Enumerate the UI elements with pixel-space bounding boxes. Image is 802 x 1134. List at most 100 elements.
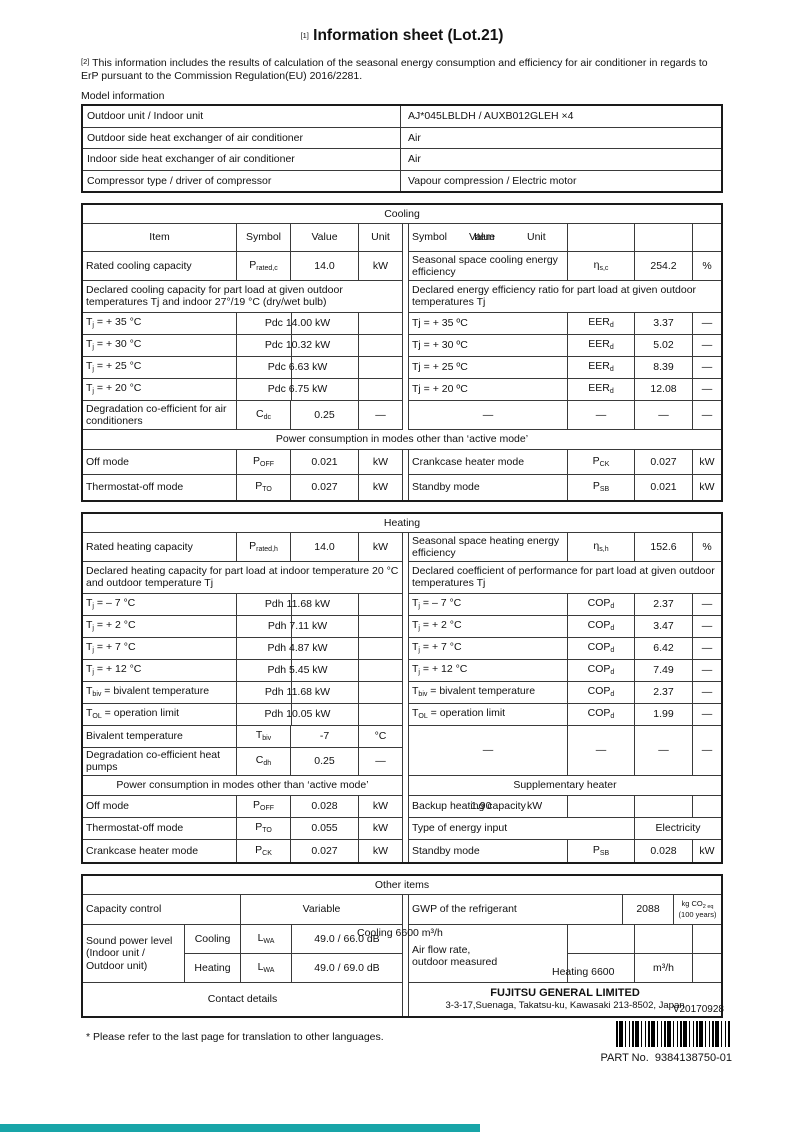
sheet-content: [1] Information sheet (Lot.21) [2] This …: [81, 0, 723, 1018]
sound-row: Heating LWA 49.0 / 69.0 dB: [185, 953, 403, 983]
section-title-row: Other items: [83, 876, 721, 895]
sound-row: Cooling LWA 49.0 / 66.0 dB: [185, 924, 403, 954]
symbol-cell: ηs,h: [568, 532, 635, 562]
value-cell: -7: [291, 725, 359, 748]
mode-label: Thermostat-off mode: [83, 817, 237, 840]
value-cell: 3.37: [635, 312, 693, 335]
air-flow-stack: m³/h: [568, 924, 721, 983]
power-modes-banner: Power consumption in modes other than ‘a…: [83, 430, 721, 450]
part-load-row: Tj = + 2 °C Pdh 7.11 kW Tj = + 2 °C COPd…: [83, 615, 721, 638]
overlay-value: Value: [469, 231, 496, 244]
value-cell: 254.2: [635, 251, 693, 281]
energy-input-value: Electricity: [635, 818, 721, 840]
capacity-cell: Pdh 4.87 kW: [237, 637, 359, 660]
tj-label: Tj = + 20 °C: [83, 378, 237, 401]
barcode: [616, 1021, 730, 1047]
value-cell: 0.021: [635, 474, 693, 500]
symbol-cell: COPd: [568, 593, 635, 616]
value-cell: 12.08: [635, 378, 693, 401]
empty-unit-cell: [359, 593, 403, 616]
empty-cell: [568, 924, 635, 954]
symbol-cell: POFF: [237, 449, 291, 475]
empty-unit-cell: [359, 703, 403, 726]
cell-divider: [291, 637, 292, 659]
dash-cell: —: [635, 400, 693, 430]
symbol-cell: PSB: [568, 839, 635, 862]
dash-cell: —: [568, 725, 635, 776]
symbol-cell: Cdh: [237, 747, 291, 776]
header-unit: Unit: [359, 223, 403, 252]
unit-cell: kW: [359, 839, 403, 862]
cell-divider: [291, 334, 292, 356]
capacity-cell: Pdc 6.75 kW: [237, 378, 359, 401]
part-load-row: Tbiv = bivalent temperature Pdh 11.68 kW…: [83, 681, 721, 704]
symbol-cell: PTO: [237, 474, 291, 500]
heating-section-title: Heating: [83, 514, 721, 533]
empty-cell: [635, 924, 693, 954]
tj-label: Tj = + 20 ºC: [408, 378, 568, 401]
symbol-cell: COPd: [568, 703, 635, 726]
cell-divider: [291, 356, 292, 378]
tbiv-label: Tbiv = bivalent temperature: [408, 681, 568, 704]
value-cell: 7.49: [635, 659, 693, 682]
overlay-unit: Unit: [527, 231, 546, 244]
value-cell: 1.99: [635, 703, 693, 726]
table-row: Outdoor unit / Indoor unit AJ*045LBLDH /…: [83, 106, 721, 127]
cell-divider: [291, 615, 292, 637]
tj-label: Tj = + 30 °C: [83, 334, 237, 357]
unit-cell: kW: [359, 532, 403, 562]
unit-cell: kW: [359, 449, 403, 475]
value-cell: 14.0: [291, 251, 359, 281]
sound-power-label: Sound power level (Indoor unit / Outdoor…: [83, 924, 185, 983]
power-row: Thermostat-off mode PTO 0.055 kW Type of…: [83, 817, 721, 840]
rated-label: Rated cooling capacity: [83, 251, 237, 281]
compound-row: Sound power level (Indoor unit / Outdoor…: [83, 924, 721, 983]
capacity-cell: Pdh 11.68 kW: [237, 593, 359, 616]
empty-cell: [693, 925, 721, 954]
value-cell: 152.6: [635, 532, 693, 562]
seasonal-label: Seasonal space heating energy efficiency: [408, 532, 568, 562]
value-cell: 2.37: [635, 681, 693, 704]
page-title: [1] Information sheet (Lot.21): [81, 27, 723, 45]
header-row: Item Symbol Value Unit Symbol Value Item…: [83, 223, 721, 252]
symbol-cell: PCK: [237, 839, 291, 862]
tj-label: Tj = + 12 °C: [83, 659, 237, 682]
tj-label: Tj = – 7 °C: [408, 593, 568, 616]
unit-cell: —: [693, 313, 721, 335]
tj-label: Tj = + 25 ºC: [408, 356, 568, 379]
part-load-row: Tj = + 7 °C Pdh 4.87 kW Tj = + 7 °C COPd…: [83, 637, 721, 660]
mode-label: Crankcase heater mode: [408, 449, 568, 475]
model-info-name: Indoor side heat exchanger of air condit…: [83, 149, 401, 170]
value-cell: 0.027: [635, 449, 693, 475]
intro-text: This information includes the results of…: [81, 57, 708, 82]
symbol-cell: PSB: [568, 474, 635, 500]
power-row: Off mode POFF 0.028 kW Backup heating ca…: [83, 795, 721, 818]
unit-cell: kW: [359, 474, 403, 500]
gwp-label: GWP of the refrigerant: [408, 894, 623, 925]
unit-cell: —: [693, 357, 721, 379]
empty-cell: [693, 954, 721, 983]
symbol-cell: EERd: [568, 356, 635, 379]
banner-row: Power consumption in modes other than ‘a…: [83, 430, 721, 450]
heating-airflow-unit: m³/h: [635, 953, 693, 983]
model-info-value: Vapour compression / Electric motor: [408, 174, 577, 187]
unit-cell: —: [693, 594, 721, 616]
capacity-cell: Pdc 14.00 kW: [237, 312, 359, 335]
tj-label: Tj = + 35 °C: [83, 312, 237, 335]
empty-unit-cell: [359, 615, 403, 638]
value-cell: 14.0: [291, 532, 359, 562]
capacity-cell: Pdh 10.05 kW: [237, 703, 359, 726]
symbol-cell: Prated,c: [237, 251, 291, 281]
air-flow-heating-overlay: Heating 6600: [552, 965, 615, 978]
title-ref-mark: [1]: [300, 31, 309, 40]
tj-label: Tj = + 7 °C: [83, 637, 237, 660]
value-cell: 3.47: [635, 615, 693, 638]
part-number-value: 9384138750-01: [654, 1052, 732, 1064]
model-info-value: Air: [408, 153, 421, 166]
air-flow-subrow: [568, 924, 721, 954]
heating-table: Heating Rated heating capacity Prated,h …: [81, 511, 723, 864]
empty-cell: [568, 795, 635, 818]
empty-unit-cell: [359, 312, 403, 335]
value-cell: 0.027: [291, 839, 359, 862]
energy-input-label: Type of energy input: [408, 817, 635, 840]
